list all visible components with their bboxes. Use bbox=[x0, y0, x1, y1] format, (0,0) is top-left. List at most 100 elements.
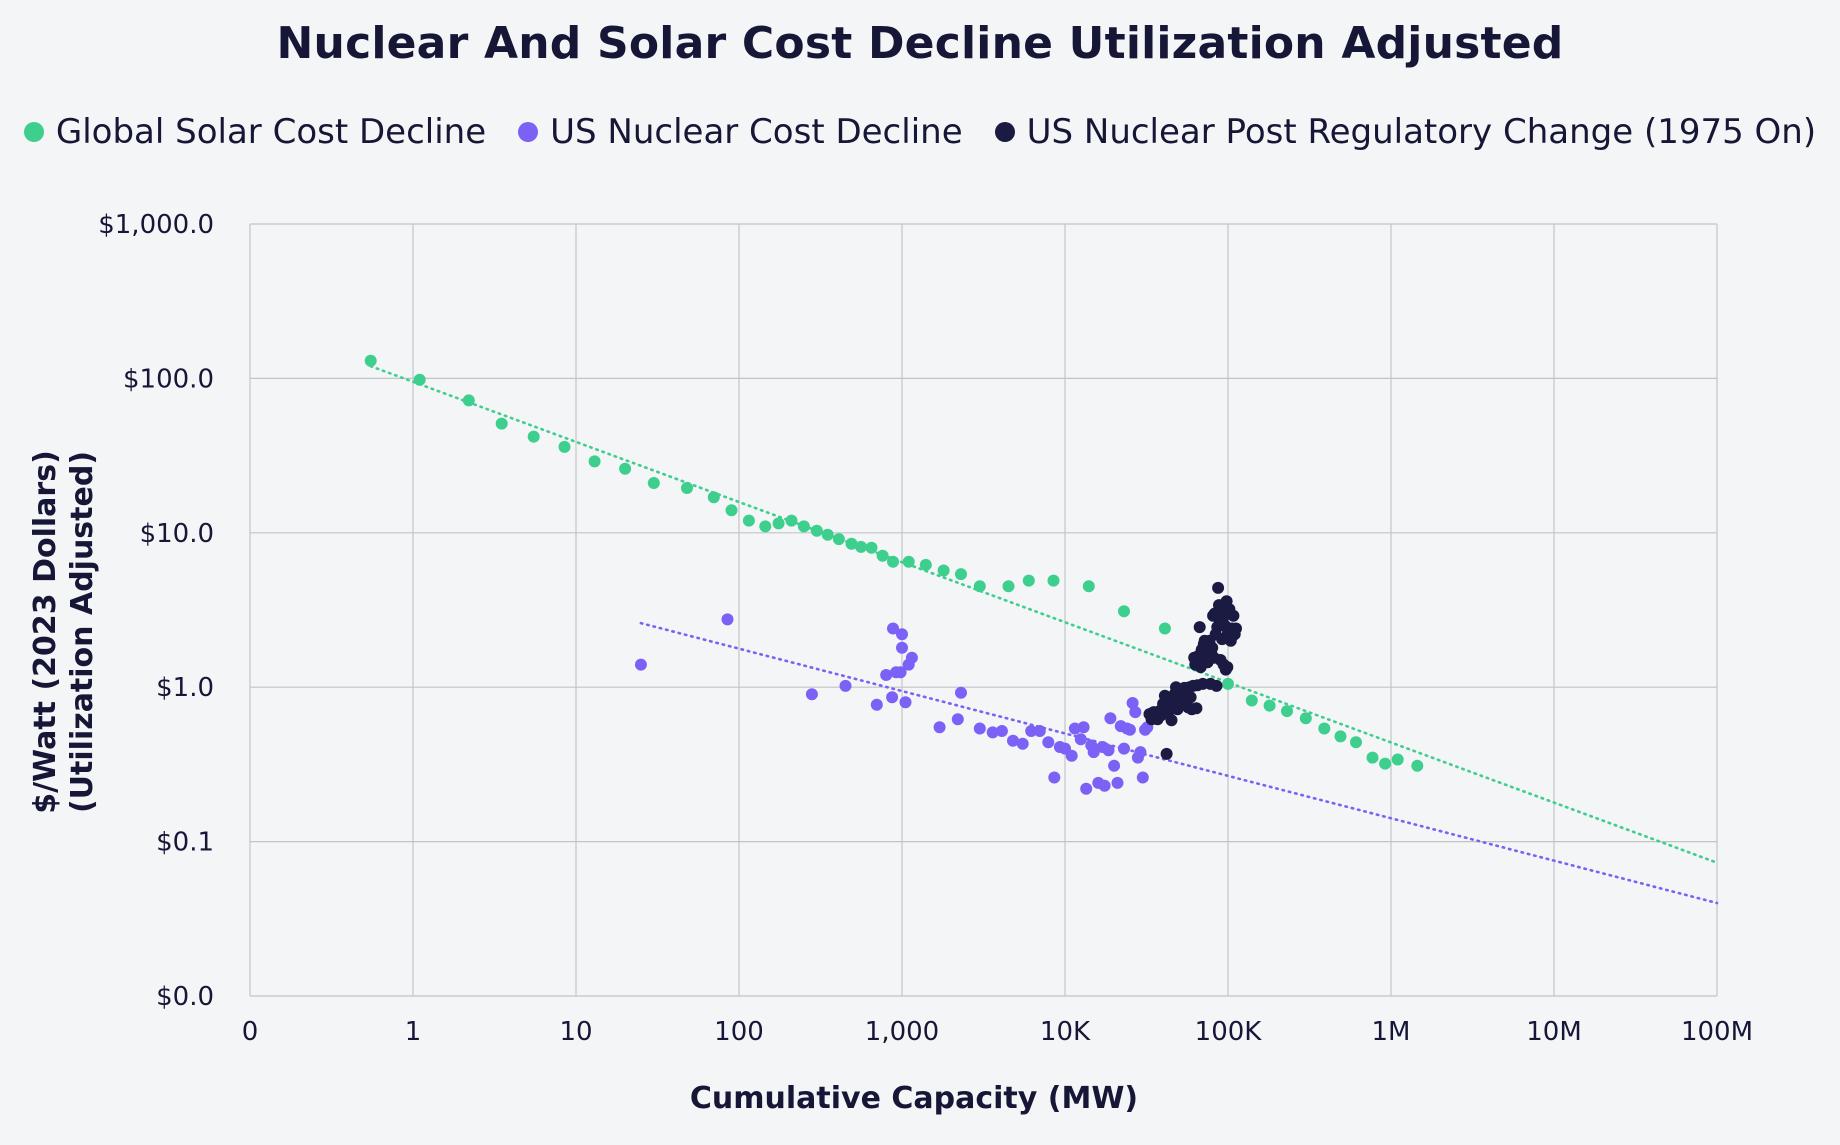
data-point-series-0[interactable] bbox=[495, 417, 508, 430]
data-point-series-0[interactable] bbox=[887, 555, 899, 568]
data-point-series-1[interactable] bbox=[1025, 725, 1038, 737]
data-point-series-0[interactable] bbox=[364, 354, 377, 367]
data-point-series-0[interactable] bbox=[772, 517, 785, 530]
data-point-series-1[interactable] bbox=[1102, 744, 1115, 757]
data-point-series-0[interactable] bbox=[1281, 705, 1293, 718]
data-point-series-0[interactable] bbox=[1047, 574, 1060, 587]
data-point-series-0[interactable] bbox=[1411, 759, 1424, 772]
legend-item-nuclear[interactable]: US Nuclear Cost Decline bbox=[518, 112, 963, 152]
data-point-series-0[interactable] bbox=[1158, 622, 1171, 635]
data-point-series-1[interactable] bbox=[995, 725, 1008, 737]
data-point-series-1[interactable] bbox=[1118, 742, 1130, 755]
data-point-series-1[interactable] bbox=[1077, 721, 1090, 734]
data-point-series-1[interactable] bbox=[986, 726, 999, 739]
data-point-series-0[interactable] bbox=[785, 514, 798, 527]
data-point-series-1[interactable] bbox=[721, 613, 734, 626]
data-point-series-1[interactable] bbox=[1098, 779, 1111, 792]
data-point-series-0[interactable] bbox=[619, 462, 632, 475]
data-point-series-0[interactable] bbox=[742, 514, 755, 527]
data-point-series-0[interactable] bbox=[413, 373, 426, 386]
data-point-series-1[interactable] bbox=[1065, 749, 1078, 762]
data-point-series-1[interactable] bbox=[951, 713, 964, 726]
data-point-series-1[interactable] bbox=[886, 691, 899, 704]
data-point-series-1[interactable] bbox=[805, 688, 818, 701]
data-point-series-1[interactable] bbox=[634, 658, 647, 671]
data-point-series-1[interactable] bbox=[870, 698, 883, 711]
data-point-series-1[interactable] bbox=[1074, 733, 1087, 746]
data-point-series-0[interactable] bbox=[462, 394, 475, 407]
data-point-series-1[interactable] bbox=[905, 651, 918, 664]
data-point-series-0[interactable] bbox=[558, 440, 571, 453]
data-point-series-1[interactable] bbox=[1136, 771, 1149, 784]
data-point-series-2[interactable] bbox=[1160, 747, 1173, 760]
data-point-series-1[interactable] bbox=[1129, 706, 1142, 719]
data-point-series-0[interactable] bbox=[855, 540, 867, 553]
data-point-series-1[interactable] bbox=[1111, 776, 1124, 789]
data-point-series-1[interactable] bbox=[896, 628, 908, 641]
data-point-series-1[interactable] bbox=[973, 722, 986, 735]
data-point-series-0[interactable] bbox=[821, 528, 834, 541]
data-point-series-2[interactable] bbox=[1212, 581, 1225, 594]
data-point-series-0[interactable] bbox=[1391, 753, 1404, 766]
data-point-series-0[interactable] bbox=[1334, 730, 1347, 743]
data-point-series-0[interactable] bbox=[588, 455, 601, 468]
data-point-series-1[interactable] bbox=[955, 686, 967, 699]
data-point-series-0[interactable] bbox=[1222, 677, 1234, 690]
data-point-series-1[interactable] bbox=[1126, 697, 1139, 709]
data-point-series-1[interactable] bbox=[1108, 759, 1121, 772]
data-point-series-2[interactable] bbox=[1210, 679, 1223, 692]
legend-item-solar[interactable]: Global Solar Cost Decline bbox=[23, 112, 486, 152]
data-point-series-2[interactable] bbox=[1230, 622, 1242, 635]
data-point-series-1[interactable] bbox=[896, 641, 908, 654]
data-point-series-1[interactable] bbox=[839, 679, 852, 692]
data-point-series-1[interactable] bbox=[1087, 746, 1100, 759]
data-point-series-1[interactable] bbox=[1134, 746, 1147, 759]
data-point-series-2[interactable] bbox=[1221, 661, 1234, 674]
data-point-series-2[interactable] bbox=[1184, 691, 1197, 704]
data-point-series-1[interactable] bbox=[899, 696, 912, 709]
legend-item-post-regulatory[interactable]: US Nuclear Post Regulatory Change (1975 … bbox=[994, 112, 1816, 152]
data-point-series-0[interactable] bbox=[1350, 736, 1362, 749]
data-point-series-0[interactable] bbox=[681, 482, 693, 494]
data-point-series-0[interactable] bbox=[1263, 699, 1276, 712]
data-point-series-0[interactable] bbox=[876, 549, 889, 562]
data-point-series-2[interactable] bbox=[1227, 609, 1240, 622]
data-point-series-0[interactable] bbox=[527, 430, 540, 443]
data-point-series-0[interactable] bbox=[759, 520, 772, 533]
data-point-series-0[interactable] bbox=[973, 580, 986, 593]
data-point-series-0[interactable] bbox=[1366, 751, 1379, 764]
data-point-series-2[interactable] bbox=[1193, 621, 1206, 634]
data-point-series-0[interactable] bbox=[1022, 574, 1035, 587]
data-point-series-0[interactable] bbox=[1002, 580, 1015, 593]
data-point-series-1[interactable] bbox=[1033, 725, 1046, 737]
data-point-series-1[interactable] bbox=[1123, 723, 1136, 736]
data-point-series-1[interactable] bbox=[1104, 712, 1117, 725]
data-point-series-1[interactable] bbox=[1007, 734, 1019, 747]
data-point-series-1[interactable] bbox=[880, 669, 893, 681]
data-point-series-0[interactable] bbox=[707, 491, 720, 504]
data-point-series-1[interactable] bbox=[1080, 782, 1093, 795]
data-point-series-0[interactable] bbox=[797, 520, 810, 533]
data-point-series-1[interactable] bbox=[1016, 737, 1029, 750]
data-point-series-0[interactable] bbox=[810, 524, 823, 537]
data-point-series-0[interactable] bbox=[865, 541, 878, 554]
data-point-series-2[interactable] bbox=[1190, 702, 1203, 715]
data-point-series-1[interactable] bbox=[887, 622, 899, 635]
data-point-series-0[interactable] bbox=[919, 558, 932, 571]
data-point-series-1[interactable] bbox=[894, 666, 907, 679]
data-point-series-0[interactable] bbox=[647, 477, 660, 489]
data-point-series-0[interactable] bbox=[1379, 757, 1392, 770]
data-point-series-0[interactable] bbox=[1245, 694, 1258, 707]
data-point-series-0[interactable] bbox=[1318, 722, 1331, 735]
data-point-series-0[interactable] bbox=[1299, 712, 1312, 725]
data-point-series-0[interactable] bbox=[955, 568, 967, 581]
data-point-series-0[interactable] bbox=[1118, 605, 1130, 618]
data-point-series-0[interactable] bbox=[902, 555, 915, 568]
data-point-series-2[interactable] bbox=[1206, 641, 1219, 654]
data-point-series-1[interactable] bbox=[933, 721, 946, 734]
data-point-series-0[interactable] bbox=[725, 504, 738, 517]
data-point-series-0[interactable] bbox=[1082, 580, 1095, 593]
data-point-series-0[interactable] bbox=[937, 564, 950, 577]
data-point-series-0[interactable] bbox=[845, 537, 858, 550]
data-point-series-1[interactable] bbox=[1048, 771, 1061, 784]
